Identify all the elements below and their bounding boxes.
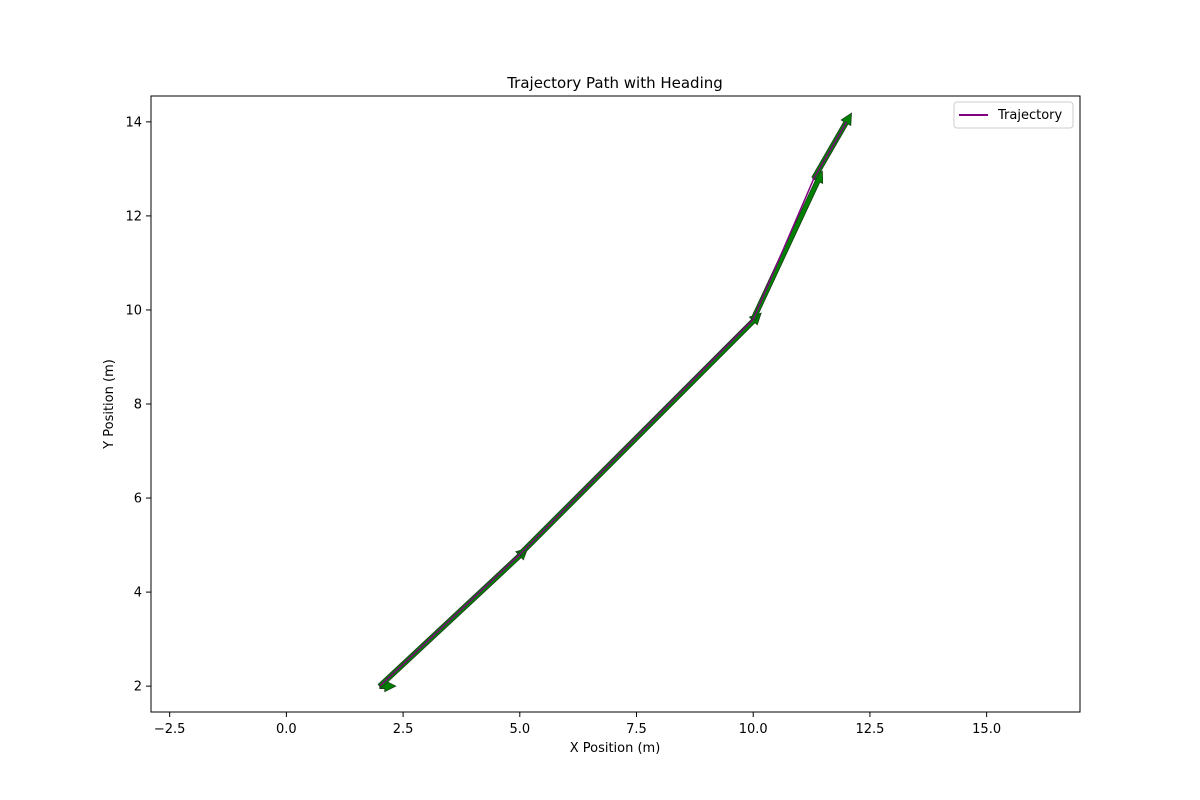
x-tick-label: 10.0	[739, 722, 768, 737]
x-tick-label: 12.5	[855, 722, 884, 737]
x-tick-label: 5.0	[509, 722, 530, 737]
y-tick-label: 10	[125, 303, 142, 318]
y-tick-label: 12	[125, 209, 142, 224]
y-tick-label: 14	[125, 115, 142, 130]
series-layer	[379, 121, 848, 687]
y-tick-label: 4	[134, 586, 142, 601]
y-tick-label: 8	[134, 398, 142, 413]
legend-box	[953, 101, 1074, 129]
series-line-trajectory	[379, 121, 848, 687]
x-tick-label: 0.0	[276, 722, 297, 737]
y-tick-label: 6	[134, 492, 142, 507]
x-tick-label: 2.5	[393, 722, 414, 737]
y-axis-ticks: 2 4 6 8 10 12 14	[125, 115, 151, 695]
x-tick-label: −2.5	[154, 722, 186, 737]
x-axis-ticks: −2.5 0.0 2.5 5.0 7.5 10.0 12.5 15.0	[154, 712, 1001, 737]
x-axis-label: X Position (m)	[570, 741, 661, 756]
legend-label-trajectory: Trajectory	[997, 108, 1062, 123]
chart-title: Trajectory Path with Heading	[506, 74, 723, 92]
y-tick-label: 2	[134, 680, 142, 695]
legend: Trajectory	[953, 101, 1074, 129]
x-tick-label: 7.5	[626, 722, 647, 737]
y-axis-label: Y Position (m)	[102, 359, 117, 450]
x-tick-label: 15.0	[972, 722, 1001, 737]
